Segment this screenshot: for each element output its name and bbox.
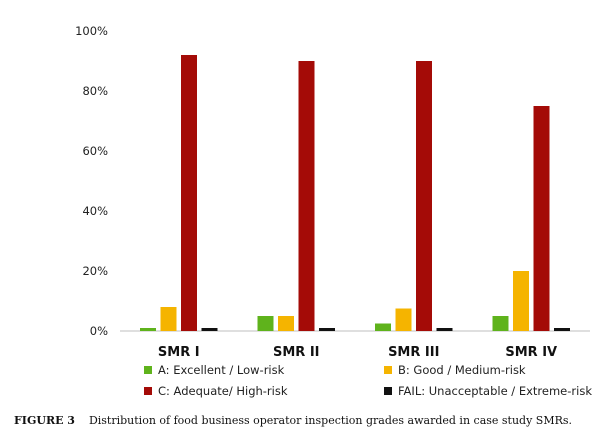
legend-label: C: Adequate/ High-risk [158, 384, 288, 398]
bar-smr-ii-series-2 [278, 316, 294, 331]
bar-smr-i-series-4 [201, 328, 218, 331]
x-category-label: SMR I [158, 345, 200, 360]
bar-smr-i-series-1 [140, 328, 156, 331]
legend-label: FAIL: Unacceptable / Extreme-risk [398, 384, 592, 398]
caption-text: Distribution of food business operator i… [89, 414, 572, 427]
bar-smr-ii-series-4 [319, 328, 335, 331]
x-category-label: SMR II [273, 345, 320, 360]
y-tick-label: 20% [82, 264, 108, 278]
legend-label: A: Excellent / Low-risk [158, 363, 285, 377]
y-tick-label: 100% [75, 24, 108, 38]
bar-smr-iii-series-3 [416, 61, 432, 331]
y-tick-label: 0% [90, 324, 108, 338]
legend-swatch [144, 387, 152, 395]
legend-swatch [384, 387, 392, 395]
y-tick-label: 60% [82, 144, 108, 158]
legend-swatch [144, 366, 152, 374]
bar-smr-iv-series-1 [492, 316, 509, 331]
x-category-label: SMR III [388, 345, 439, 360]
legend: A: Excellent / Low-risk B: Good / Medium-… [144, 363, 592, 398]
y-tick-label: 40% [82, 204, 108, 218]
bar-smr-iv-series-4 [554, 328, 570, 331]
bars [140, 55, 570, 331]
figure-caption: FIGURE 3 Distribution of food business o… [14, 411, 572, 428]
caption-label: FIGURE 3 [14, 414, 75, 427]
bar-smr-ii-series-1 [257, 316, 274, 331]
y-tick-label: 80% [82, 84, 108, 98]
bar-smr-iv-series-3 [533, 106, 550, 331]
bar-smr-iii-series-2 [395, 308, 412, 331]
category-labels: SMR I SMR II SMR III SMR IV [158, 345, 557, 360]
svg-text:FIGURE 3 Distribution of: FIGURE 3 Distribution of food business o… [14, 411, 572, 428]
y-axis: 0% 20% 40% 60% 80% 100% [75, 24, 108, 338]
bar-smr-ii-series-3 [298, 61, 315, 331]
bar-smr-iii-series-1 [375, 323, 391, 331]
bar-smr-i-series-2 [160, 307, 177, 331]
legend-swatch [384, 366, 392, 374]
legend-label: B: Good / Medium-risk [398, 363, 526, 377]
bar-smr-iv-series-2 [513, 271, 529, 331]
bar-smr-i-series-3 [181, 55, 197, 331]
bar-smr-iii-series-4 [436, 328, 453, 331]
x-category-label: SMR IV [505, 345, 557, 360]
